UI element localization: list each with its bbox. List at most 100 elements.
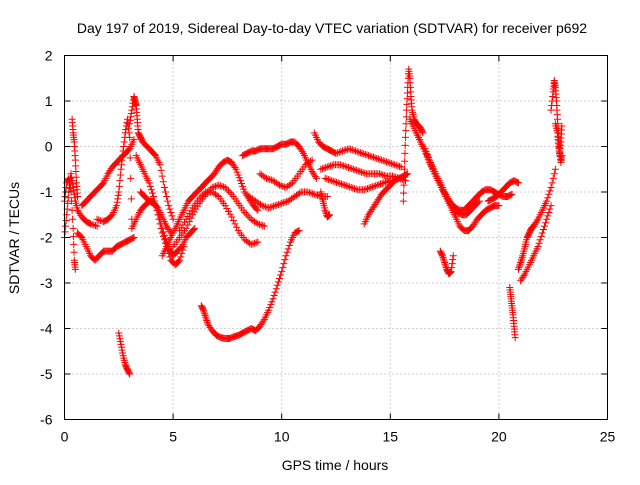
data-point	[402, 133, 410, 141]
data-point	[360, 186, 368, 194]
data-point	[278, 268, 286, 276]
data-point	[226, 210, 234, 218]
data-point	[346, 183, 354, 191]
data-point	[363, 151, 371, 159]
data-point	[254, 238, 262, 246]
data-point	[274, 180, 282, 188]
data-point	[335, 148, 343, 156]
data-point	[241, 208, 249, 216]
data-point	[349, 165, 357, 173]
data-point	[276, 274, 284, 282]
data-point	[332, 149, 340, 157]
y-tick-label: 2	[45, 48, 53, 64]
data-point	[474, 198, 482, 206]
data-point	[145, 179, 153, 187]
data-point	[258, 202, 266, 210]
data-point	[378, 179, 386, 187]
tick-labels-layer: 0 5 10 15 20 25 -6 -5 -4 -3 -2 -1 0 1 2	[40, 48, 615, 445]
data-point	[404, 170, 412, 178]
data-point	[368, 153, 376, 161]
data-point	[495, 202, 503, 210]
data-point	[339, 147, 347, 155]
data-point	[548, 179, 556, 187]
data-point	[322, 164, 330, 172]
data-point	[516, 260, 524, 268]
data-point	[438, 252, 446, 260]
data-point	[125, 124, 133, 132]
data-point	[160, 183, 168, 191]
data-point	[402, 113, 410, 121]
data-point	[280, 183, 288, 191]
data-point	[246, 214, 254, 222]
data-point	[197, 193, 205, 201]
data-point	[538, 229, 546, 237]
data-point	[545, 208, 553, 216]
data-point	[348, 165, 356, 173]
data-point	[119, 349, 127, 357]
y-tick-label: 0	[45, 139, 53, 155]
data-point	[298, 148, 306, 156]
data-point	[115, 329, 123, 337]
data-point	[223, 204, 231, 212]
data-point	[235, 174, 243, 182]
data-point	[252, 239, 260, 247]
data-point	[312, 191, 320, 199]
y-tick-label: -4	[40, 321, 53, 337]
data-point	[68, 206, 76, 214]
data-point	[260, 222, 268, 230]
data-point	[441, 259, 449, 267]
data-point	[324, 175, 332, 183]
data-point	[356, 149, 364, 157]
data-point	[547, 106, 555, 114]
data-point	[261, 173, 269, 181]
data-point	[340, 162, 348, 170]
data-point	[259, 317, 267, 325]
data-point	[129, 234, 137, 242]
y-tick-label: -6	[40, 412, 53, 428]
data-point	[535, 239, 543, 247]
data-point	[544, 194, 552, 202]
data-point	[382, 158, 390, 166]
data-point	[347, 183, 355, 191]
data-point	[514, 265, 522, 273]
data-point	[372, 182, 380, 190]
data-point	[511, 334, 519, 342]
data-point	[125, 129, 133, 137]
data-point	[439, 253, 447, 261]
data-point	[321, 206, 329, 214]
data-point	[127, 113, 135, 121]
data-point	[334, 149, 342, 157]
data-point	[448, 264, 456, 272]
data-point	[391, 161, 399, 169]
data-point	[336, 161, 344, 169]
data-point	[516, 262, 524, 270]
data-point	[240, 185, 248, 193]
x-axis-label: GPS time / hours	[282, 457, 389, 473]
data-point	[166, 205, 174, 213]
data-point	[265, 204, 273, 212]
data-point	[307, 189, 315, 197]
data-point	[360, 150, 368, 158]
data-point	[238, 179, 246, 187]
data-point	[352, 185, 360, 193]
data-point	[333, 178, 341, 186]
data-point	[447, 268, 455, 276]
data-point	[440, 257, 448, 265]
data-point	[249, 240, 257, 248]
data-point	[200, 308, 208, 316]
data-point	[126, 370, 134, 378]
data-point	[87, 220, 95, 228]
data-point	[376, 156, 384, 164]
data-point	[113, 198, 121, 206]
data-point	[254, 220, 262, 228]
data-point	[361, 169, 369, 177]
data-point	[242, 210, 250, 218]
data-point	[247, 240, 255, 248]
data-point	[394, 162, 402, 170]
data-point	[74, 193, 82, 201]
data-point	[272, 285, 280, 293]
data-point	[166, 253, 174, 261]
data-point	[539, 226, 547, 234]
data-point	[127, 110, 135, 118]
data-point	[545, 190, 553, 198]
